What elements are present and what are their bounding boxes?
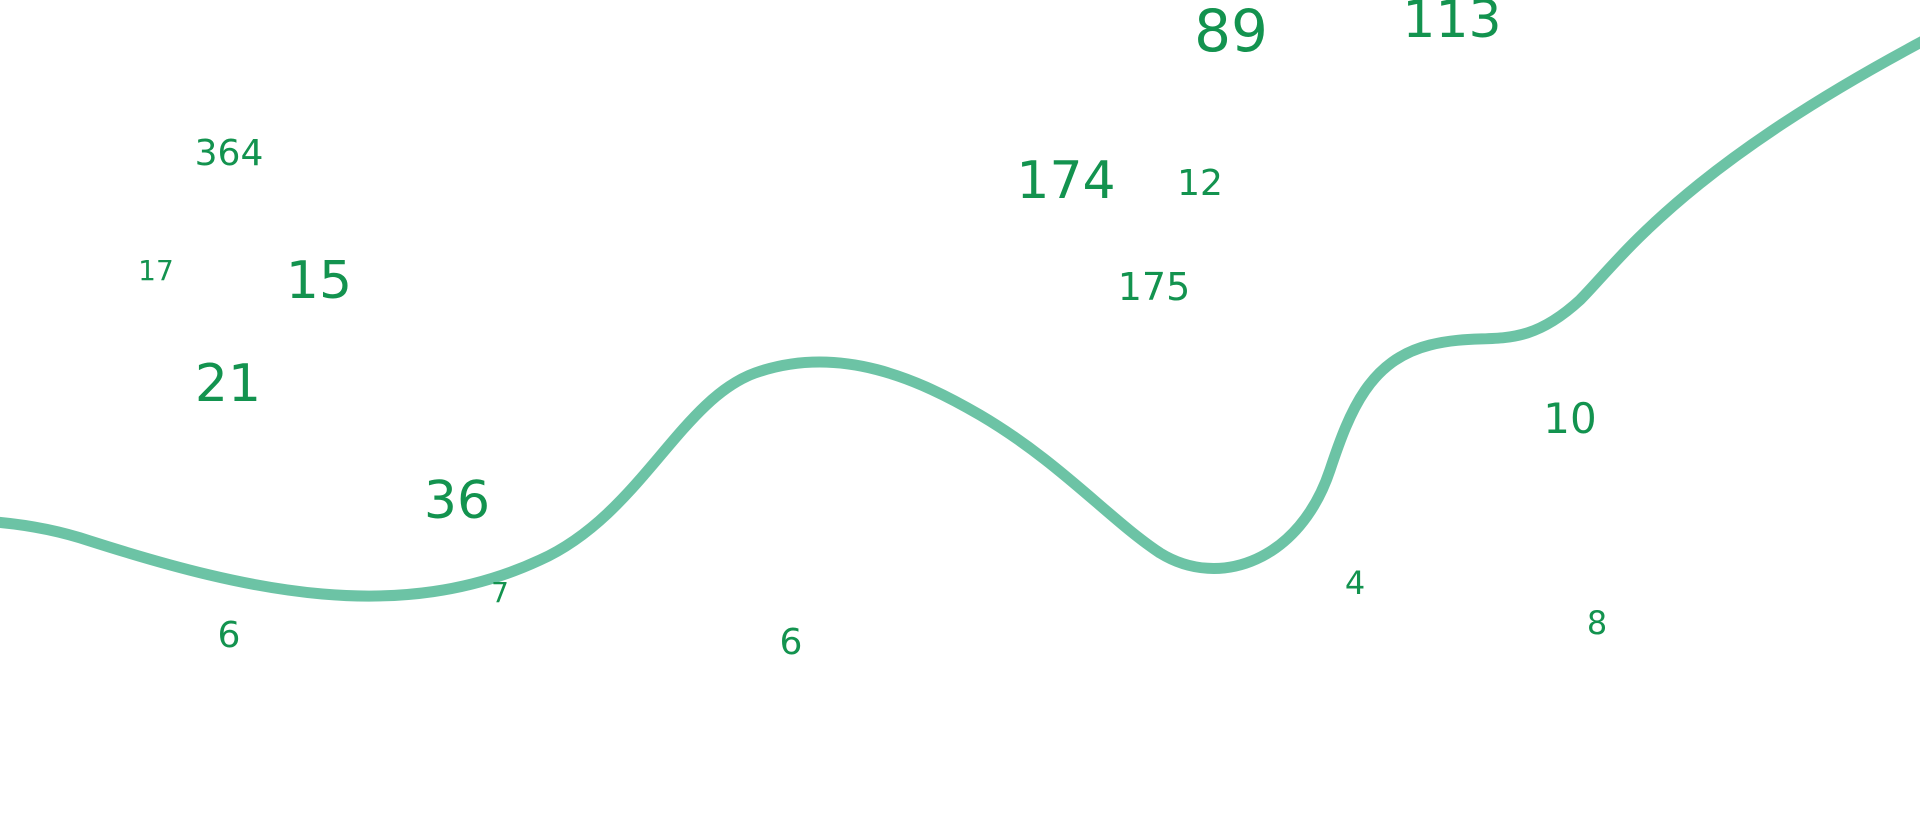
number-label: 6 bbox=[779, 622, 803, 663]
number-label: 4 bbox=[1344, 564, 1366, 602]
number-label: 174 bbox=[1016, 151, 1116, 211]
number-label: 175 bbox=[1117, 265, 1191, 309]
number-label: 89 bbox=[1194, 0, 1268, 65]
number-label: 36 bbox=[423, 471, 491, 531]
number-label: 6 bbox=[217, 615, 241, 656]
number-label: 113 bbox=[1402, 0, 1502, 50]
number-label: 364 bbox=[194, 133, 264, 174]
number-label: 17 bbox=[138, 254, 174, 287]
number-label: 12 bbox=[1177, 163, 1223, 204]
number-label: 8 bbox=[1586, 604, 1608, 642]
curve-path bbox=[0, 36, 1920, 602]
number-label: 7 bbox=[491, 576, 509, 609]
number-label: 15 bbox=[285, 251, 353, 311]
number-label: 10 bbox=[1543, 394, 1597, 443]
number-label: 21 bbox=[194, 354, 262, 414]
